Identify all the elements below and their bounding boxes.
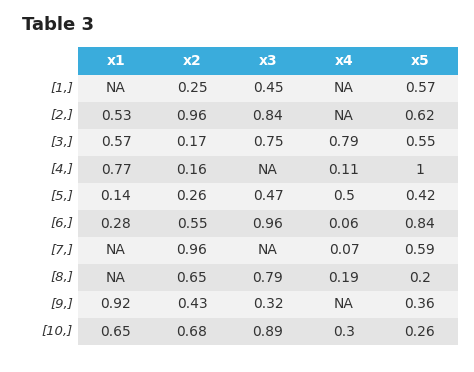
Text: 0.25: 0.25 [177, 81, 207, 96]
Text: 0.47: 0.47 [253, 189, 283, 203]
Text: 0.79: 0.79 [253, 270, 283, 285]
Text: 0.59: 0.59 [405, 244, 436, 257]
Text: 0.68: 0.68 [176, 324, 208, 339]
Text: [7,]: [7,] [50, 244, 73, 257]
Text: 0.3: 0.3 [333, 324, 355, 339]
Bar [78, 102, 458, 129]
Bar [78, 183, 458, 210]
Text: NA: NA [106, 81, 126, 96]
Text: 0.07: 0.07 [328, 244, 359, 257]
Text: 0.79: 0.79 [328, 135, 359, 150]
Bar [78, 156, 458, 183]
Text: 0.57: 0.57 [100, 135, 131, 150]
Text: 0.32: 0.32 [253, 298, 283, 311]
Text: [4,]: [4,] [50, 163, 73, 176]
Text: 0.62: 0.62 [405, 109, 436, 122]
Text: NA: NA [258, 163, 278, 176]
Text: 0.42: 0.42 [405, 189, 435, 203]
Text: 0.75: 0.75 [253, 135, 283, 150]
Text: [8,]: [8,] [50, 271, 73, 284]
Text: x1: x1 [107, 54, 126, 68]
Text: 0.89: 0.89 [253, 324, 283, 339]
Text: x3: x3 [259, 54, 277, 68]
Text: 0.96: 0.96 [176, 244, 208, 257]
Text: NA: NA [334, 109, 354, 122]
Bar [78, 318, 458, 345]
Text: [3,]: [3,] [50, 136, 73, 149]
Text: x5: x5 [410, 54, 429, 68]
Text: 0.17: 0.17 [177, 135, 207, 150]
Text: 0.55: 0.55 [405, 135, 435, 150]
Text: 0.65: 0.65 [100, 324, 131, 339]
Bar [78, 47, 458, 75]
Bar [78, 129, 458, 156]
Text: [5,]: [5,] [50, 190, 73, 203]
Bar [78, 264, 458, 291]
Text: 0.2: 0.2 [409, 270, 431, 285]
Text: 0.92: 0.92 [100, 298, 131, 311]
Text: 0.06: 0.06 [328, 217, 359, 231]
Text: 0.84: 0.84 [253, 109, 283, 122]
Text: 0.43: 0.43 [177, 298, 207, 311]
Text: [1,]: [1,] [50, 82, 73, 95]
Text: x4: x4 [335, 54, 354, 68]
Text: 0.57: 0.57 [405, 81, 435, 96]
Text: 0.26: 0.26 [177, 189, 207, 203]
Text: 0.55: 0.55 [177, 217, 207, 231]
Text: [10,]: [10,] [42, 325, 73, 338]
Text: 0.45: 0.45 [253, 81, 283, 96]
Text: NA: NA [258, 244, 278, 257]
Text: 0.28: 0.28 [100, 217, 131, 231]
Bar [78, 291, 458, 318]
Text: 0.5: 0.5 [333, 189, 355, 203]
Text: x2: x2 [182, 54, 201, 68]
Text: NA: NA [106, 270, 126, 285]
Bar [78, 75, 458, 102]
Text: NA: NA [334, 298, 354, 311]
Text: 0.26: 0.26 [405, 324, 436, 339]
Text: [6,]: [6,] [50, 217, 73, 230]
Text: 0.53: 0.53 [100, 109, 131, 122]
Text: 0.96: 0.96 [253, 217, 283, 231]
Text: 0.19: 0.19 [328, 270, 359, 285]
Text: 0.16: 0.16 [176, 163, 208, 176]
Text: 0.11: 0.11 [328, 163, 359, 176]
Text: 0.77: 0.77 [100, 163, 131, 176]
Text: [9,]: [9,] [50, 298, 73, 311]
Text: Table 3: Table 3 [22, 16, 94, 34]
Text: 0.84: 0.84 [405, 217, 436, 231]
Text: NA: NA [334, 81, 354, 96]
Text: [2,]: [2,] [50, 109, 73, 122]
Text: 0.65: 0.65 [177, 270, 207, 285]
Text: 1: 1 [416, 163, 424, 176]
Text: 0.14: 0.14 [100, 189, 131, 203]
Text: NA: NA [106, 244, 126, 257]
Bar [78, 210, 458, 237]
Text: 0.96: 0.96 [176, 109, 208, 122]
Text: 0.36: 0.36 [405, 298, 436, 311]
Bar [78, 237, 458, 264]
